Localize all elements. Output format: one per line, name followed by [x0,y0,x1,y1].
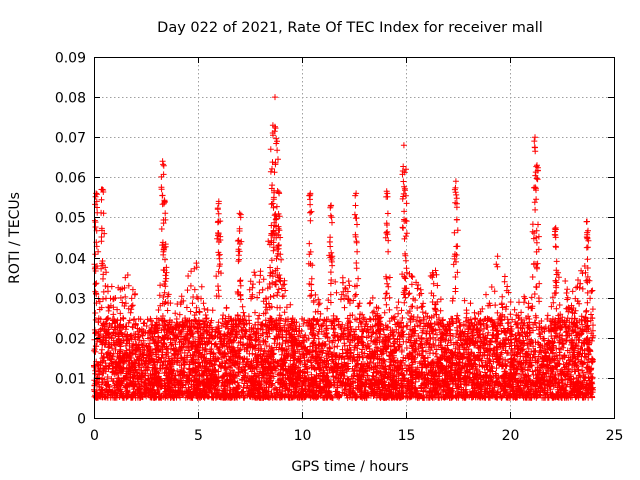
x-tick-label: 10 [294,428,312,444]
y-tick-label: 0.04 [55,252,86,268]
y-tick-label: 0.09 [55,51,86,67]
x-axis-label: GPS time / hours [291,459,408,475]
y-tick-label: 0.05 [55,211,86,227]
y-tick-label: 0.06 [55,171,86,187]
y-tick-label: 0.03 [55,292,86,308]
x-tick-label: 0 [90,428,99,444]
y-tick-label: 0.07 [55,131,86,147]
y-tick-label: 0.01 [55,372,86,388]
y-tick-label: 0.02 [55,332,86,348]
x-tick-label: 20 [502,428,520,444]
x-tick-label: 5 [194,428,203,444]
data-points [91,94,597,401]
y-tick-label: 0.08 [55,91,86,107]
chart-title: Day 022 of 2021, Rate Of TEC Index for r… [157,20,543,36]
y-axis-label: ROTI / TECUs [7,192,23,284]
x-tick-label: 15 [398,428,416,444]
axis-ticks: 0 5 10 15 20 25 0 0.01 0.02 0.03 0.04 0.05 0.06 0.07 0… [55,51,624,445]
y-tick-label: 0 [77,412,86,428]
roti-points [91,94,597,401]
x-tick-label: 25 [606,428,624,444]
plot-frame [94,57,615,419]
